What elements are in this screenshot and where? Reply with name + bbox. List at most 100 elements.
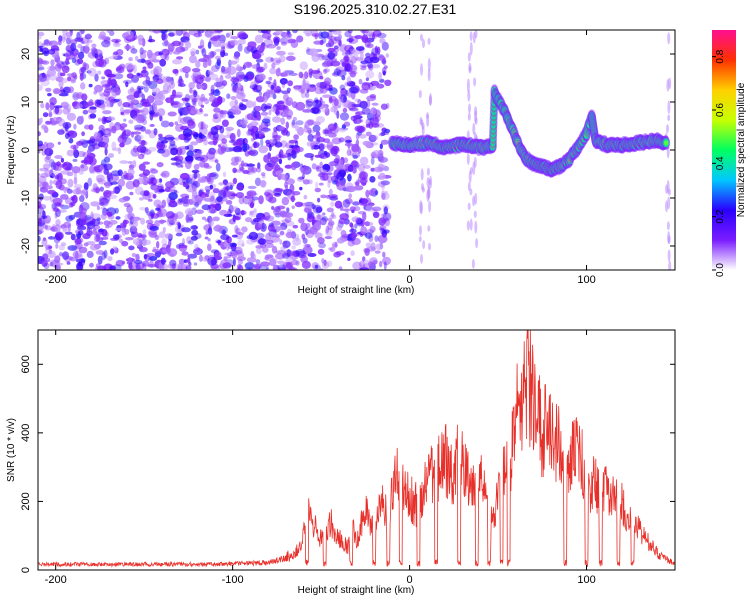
noise-blob [292,237,302,246]
spectrogram-y-axis-label: Frequency (Hz) [6,116,17,185]
noise-blob [43,126,49,134]
noise-blob [265,254,274,259]
noise-blob [44,147,54,156]
noise-blob [301,260,311,269]
noise-blob [102,110,112,115]
noise-blob [272,228,277,233]
noise-blob [78,170,84,175]
noise-blob [160,257,166,265]
noise-blob [212,51,217,56]
noise-blob [317,214,321,220]
noise-blob [162,226,166,233]
noise-blob [70,79,76,84]
noise-blob [181,107,189,116]
noise-blob [221,80,228,87]
noise-blob [234,156,242,163]
noise-blob [279,239,283,245]
noise-blob [289,144,294,149]
noise-blob [372,211,380,218]
noise-blob [149,124,155,127]
noise-blob [258,145,269,154]
noise-blob [372,206,382,212]
noise-blob [65,32,73,37]
noise-blob [185,160,192,170]
noise-blob [201,48,207,57]
noise-streak [426,167,430,176]
noise-blob [178,258,185,265]
noise-streak [472,122,476,135]
noise-blob [44,156,50,163]
noise-blob [371,47,379,56]
noise-blob [265,80,271,85]
noise-blob [252,100,257,108]
noise-blob [68,137,74,144]
noise-blob [359,64,369,68]
noise-blob [100,213,107,220]
noise-blob [95,187,100,194]
noise-blob [199,179,203,184]
noise-blob [77,225,87,231]
noise-blob [158,188,165,193]
y-tick-label: -10 [20,190,32,206]
noise-blob [318,143,325,151]
noise-blob [38,64,45,70]
noise-blob [327,175,333,184]
noise-blob [140,58,146,64]
noise-blob [344,30,352,38]
noise-blob [48,111,53,118]
noise-blob [348,86,359,94]
noise-blob [82,109,89,115]
noise-blob [134,124,144,130]
noise-blob [65,57,69,66]
noise-blob [383,206,388,215]
noise-blob [122,129,132,137]
noise-blob [172,68,179,74]
noise-blob [174,121,179,126]
noise-blob [238,264,244,270]
noise-blob [324,236,333,240]
noise-blob [359,100,368,109]
noise-blob [365,232,373,239]
noise-blob [202,77,211,82]
noise-blob [187,253,198,259]
noise-blob [258,124,262,134]
noise-streak [428,242,431,251]
colorbar-gradient [712,30,736,270]
noise-blob [260,222,267,232]
noise-blob [48,245,53,249]
noise-blob [164,33,168,40]
figure-title: S196.2025.310.02.27.E31 [294,1,457,17]
noise-blob [231,156,240,163]
noise-blob [44,39,51,47]
noise-blob [82,47,90,53]
noise-blob [375,243,384,251]
noise-blob [352,105,358,109]
noise-blob [134,127,144,131]
noise-blob [230,193,237,197]
noise-blob [280,117,286,125]
noise-blob [145,219,154,224]
noise-blob [349,71,356,78]
noise-blob [152,30,162,34]
noise-blob [376,83,385,89]
noise-blob [215,162,221,172]
noise-blob [348,35,353,42]
noise-blob [62,251,70,260]
noise-blob [379,154,385,163]
noise-blob [174,156,180,161]
noise-blob [115,259,125,267]
noise-blob [383,229,390,234]
noise-blob [251,220,256,226]
noise-blob [338,169,347,177]
noise-blob [130,48,138,54]
noise-blob [38,217,42,226]
noise-blob [111,125,117,134]
noise-blob [338,266,343,270]
noise-blob [370,156,375,165]
noise-blob [326,207,334,213]
noise-blob [156,112,160,116]
noise-blob [359,156,369,166]
spectrogram-x-axis-label: Height of straight line (km) [298,285,415,296]
noise-streak [428,178,432,186]
noise-blob [219,110,229,115]
